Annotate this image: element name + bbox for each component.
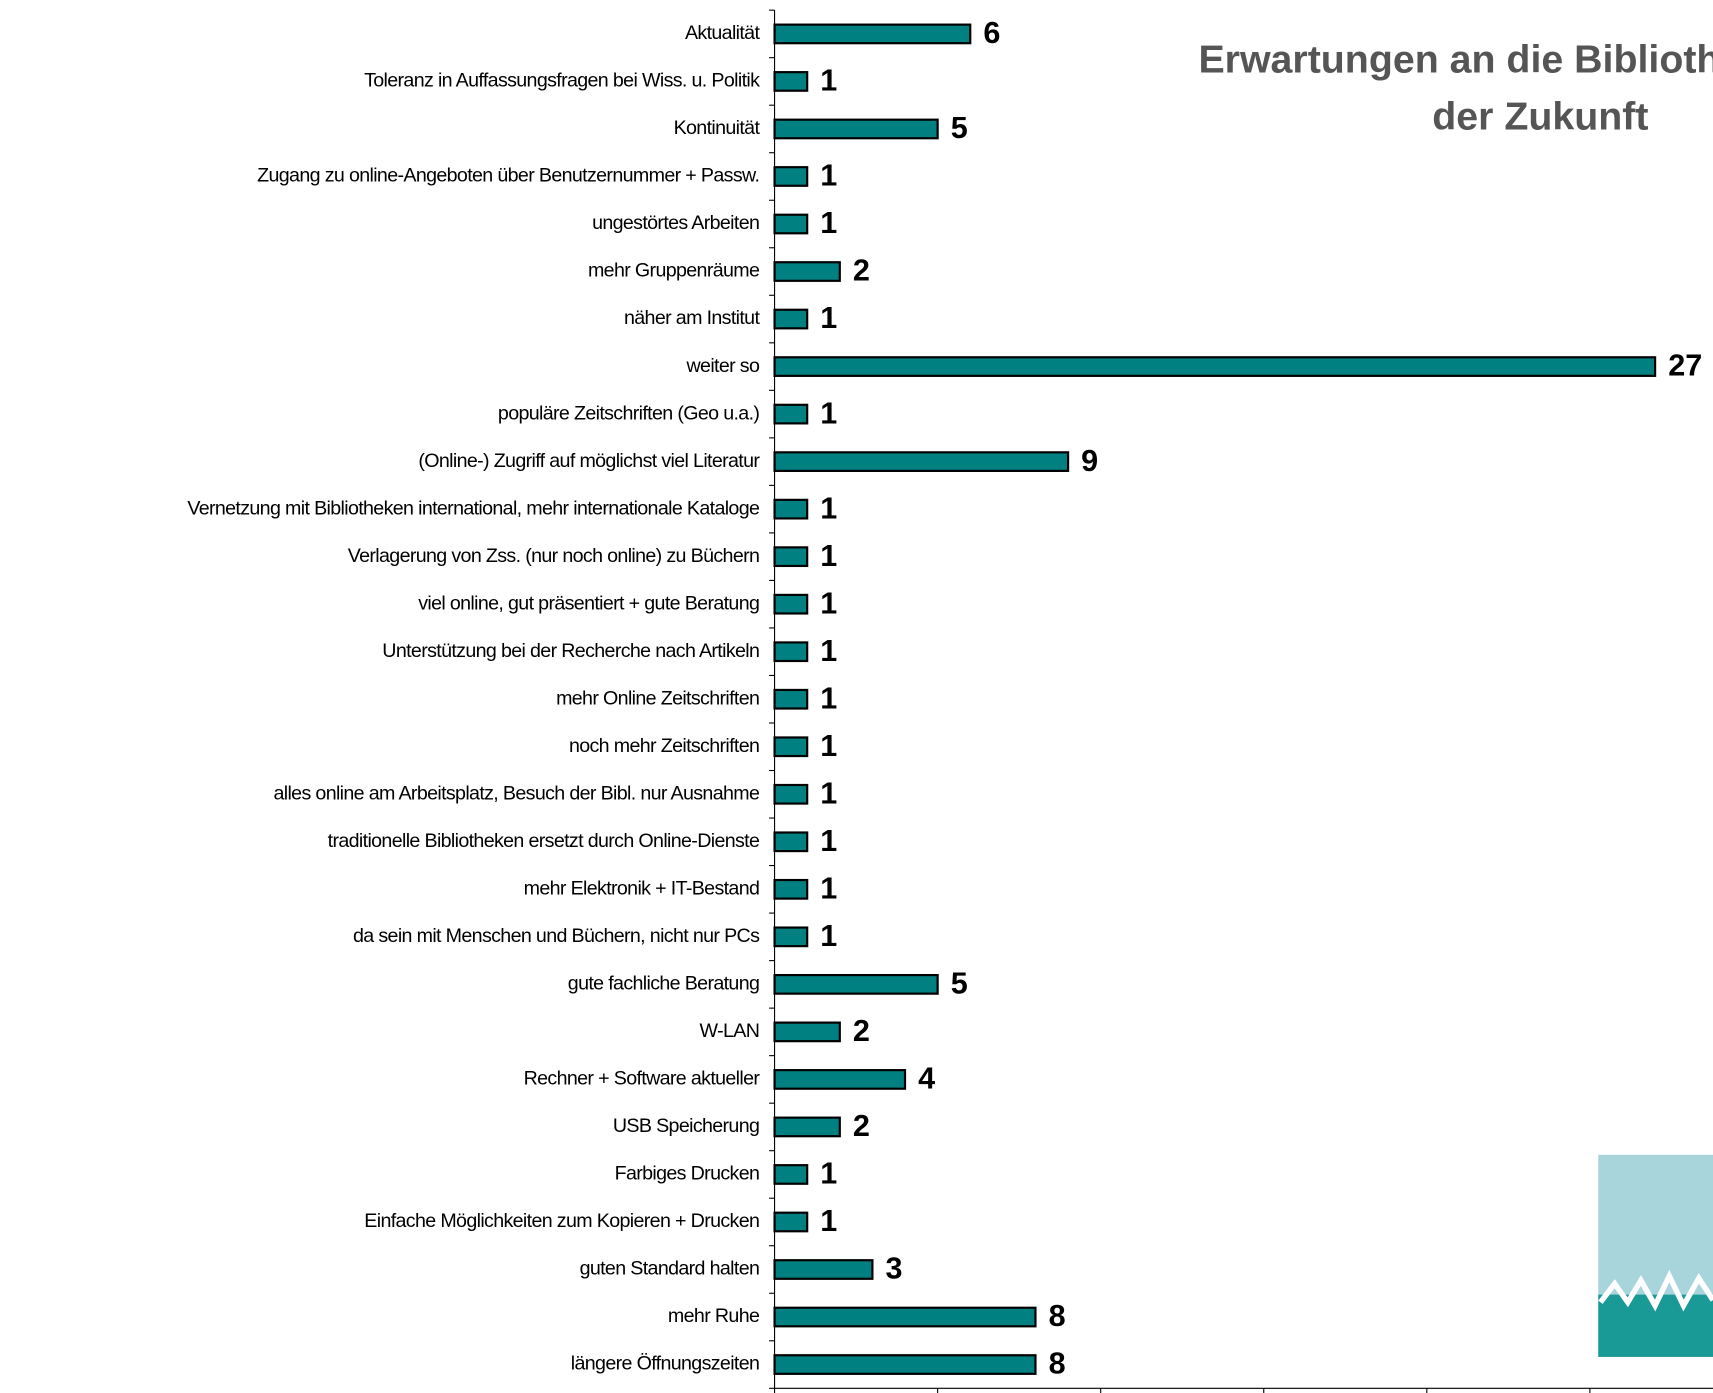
bar <box>773 213 809 235</box>
y-tick-label: W-LAN <box>700 1020 760 1042</box>
y-tick-label: mehr Ruhe <box>668 1305 760 1327</box>
y-tick-label: Vernetzung mit Bibliotheken internationa… <box>187 497 760 519</box>
y-tick-label: Unterstützung bei der Recherche nach Art… <box>382 640 759 662</box>
bar <box>773 878 809 900</box>
bar <box>773 783 809 805</box>
y-tick-label: näher am Institut <box>624 307 760 329</box>
y-tick-label: längere Öffnungszeiten <box>571 1353 759 1375</box>
value-label: 1 <box>820 1157 837 1191</box>
bar <box>773 308 809 330</box>
y-tick-label: mehr Online Zeitschriften <box>556 687 759 709</box>
chart-title: der Zukunft <box>1432 95 1648 139</box>
value-label: 1 <box>820 1204 837 1238</box>
logo <box>1598 1154 1713 1357</box>
bar <box>773 546 809 568</box>
bar <box>773 1164 809 1185</box>
chart-title: Erwartungen an die Bibliothek <box>1198 38 1713 82</box>
y-tick-label: weiter so <box>686 355 760 377</box>
bar <box>773 451 1070 472</box>
bar <box>773 593 809 615</box>
value-label: 1 <box>820 159 837 193</box>
bar <box>773 736 809 758</box>
bar <box>773 973 939 995</box>
value-label: 1 <box>820 206 837 240</box>
bar <box>773 831 809 853</box>
bar <box>773 1354 1037 1375</box>
y-tick-label: noch mehr Zeitschriften <box>569 735 759 757</box>
y-tick-label: da sein mit Menschen und Büchern, nicht … <box>353 925 760 947</box>
value-label: 1 <box>820 919 837 953</box>
value-label: 1 <box>820 776 837 810</box>
value-label: 8 <box>1049 1347 1066 1381</box>
y-tick-label: alles online am Arbeitsplatz, Besuch der… <box>273 782 760 804</box>
y-tick-label: USB Speicherung <box>613 1115 759 1137</box>
bar <box>773 1211 809 1233</box>
value-label: 2 <box>853 254 870 288</box>
bar <box>773 926 809 948</box>
value-label: 1 <box>820 634 837 668</box>
value-label: 1 <box>820 64 837 98</box>
y-tick-label: mehr Elektronik + IT-Bestand <box>524 878 760 900</box>
bar <box>773 71 809 92</box>
value-label: 6 <box>983 16 1000 50</box>
y-tick-label: Farbiges Drucken <box>615 1163 760 1185</box>
bar <box>773 23 972 45</box>
y-tick-label: Einfache Möglichkeiten zum Kopieren + Dr… <box>364 1210 759 1232</box>
value-label: 1 <box>820 871 837 905</box>
y-tick-label: Verlagerung von Zss. (nur noch online) z… <box>348 545 760 567</box>
value-label: 27 <box>1668 349 1702 383</box>
value-label: 1 <box>820 824 837 858</box>
y-tick-label: gute fachliche Beratung <box>568 973 759 995</box>
y-tick-label: mehr Gruppenräume <box>588 260 760 282</box>
value-label: 4 <box>918 1062 935 1096</box>
y-tick-label: ungestörtes Arbeiten <box>592 212 759 234</box>
bar <box>773 641 809 663</box>
value-label: 1 <box>820 491 837 525</box>
value-label: 1 <box>820 301 837 335</box>
bar <box>773 1069 907 1090</box>
value-label: 1 <box>820 586 837 620</box>
value-label: 8 <box>1049 1299 1066 1333</box>
value-label: 5 <box>951 967 968 1001</box>
bar <box>773 118 939 140</box>
value-label: 2 <box>853 1109 870 1143</box>
y-tick-label: viel online, gut präsentiert + gute Bera… <box>418 592 759 614</box>
bar <box>773 261 841 282</box>
bar <box>773 1021 841 1043</box>
y-tick-label: populäre Zeitschriften (Geo u.a.) <box>498 402 759 424</box>
y-tick-label: guten Standard halten <box>580 1258 760 1280</box>
value-label: 5 <box>951 111 968 145</box>
y-tick-label: Rechner + Software aktueller <box>524 1068 761 1090</box>
y-tick-label: Aktualität <box>685 22 760 44</box>
value-label: 1 <box>820 539 837 573</box>
bar <box>773 403 809 425</box>
value-label: 9 <box>1081 444 1098 478</box>
bar <box>773 1259 874 1280</box>
value-label: 1 <box>820 396 837 430</box>
y-tick-label: (Online-) Zugriff auf möglichst viel Lit… <box>418 450 760 472</box>
y-tick-label: Toleranz in Auffassungsfragen bei Wiss. … <box>364 70 760 92</box>
bar <box>773 498 809 520</box>
bar <box>773 1116 841 1138</box>
bar <box>773 166 809 187</box>
bar <box>773 688 809 710</box>
value-label: 3 <box>886 1252 903 1286</box>
value-label: 2 <box>853 1014 870 1048</box>
bar <box>773 356 1657 377</box>
bar <box>773 1306 1037 1328</box>
y-tick-label: traditionelle Bibliotheken ersetzt durch… <box>328 830 760 852</box>
y-tick-label: Zugang zu online-Angeboten über Benutzer… <box>257 165 759 187</box>
value-label: 1 <box>820 729 837 763</box>
value-label: 1 <box>820 681 837 715</box>
y-tick-label: Kontinuität <box>674 117 761 139</box>
